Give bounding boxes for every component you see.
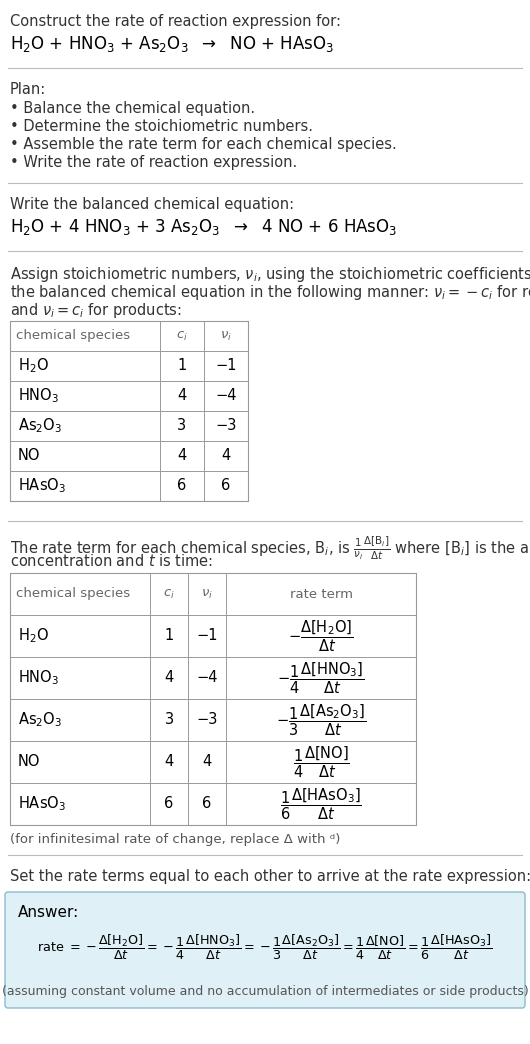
- Text: 1: 1: [178, 358, 187, 374]
- Bar: [10, 573, 416, 825]
- Text: −1: −1: [215, 358, 237, 374]
- Text: chemical species: chemical species: [16, 588, 130, 600]
- Text: (for infinitesimal rate of change, replace Δ with ᵈ): (for infinitesimal rate of change, repla…: [10, 833, 340, 846]
- Text: 6: 6: [164, 797, 174, 811]
- Text: HNO$_3$: HNO$_3$: [18, 668, 59, 687]
- Text: −3: −3: [215, 419, 237, 433]
- Text: 6: 6: [202, 797, 211, 811]
- Text: and $\nu_i = c_i$ for products:: and $\nu_i = c_i$ for products:: [10, 301, 182, 321]
- Text: Plan:: Plan:: [10, 82, 46, 97]
- Text: $-\dfrac{1}{3}\dfrac{\Delta[\mathrm{As_2O_3}]}{\Delta t}$: $-\dfrac{1}{3}\dfrac{\Delta[\mathrm{As_2…: [276, 703, 366, 738]
- Text: • Determine the stoichiometric numbers.: • Determine the stoichiometric numbers.: [10, 119, 313, 134]
- Text: NO: NO: [18, 449, 40, 464]
- Text: 6: 6: [222, 478, 231, 494]
- Text: 4: 4: [164, 670, 174, 686]
- Text: H$_2$O + 4 HNO$_3$ + 3 As$_2$O$_3$  $\rightarrow$  4 NO + 6 HAsO$_3$: H$_2$O + 4 HNO$_3$ + 3 As$_2$O$_3$ $\rig…: [10, 217, 398, 237]
- Text: 4: 4: [178, 388, 187, 403]
- Text: chemical species: chemical species: [16, 330, 130, 342]
- Text: Assign stoichiometric numbers, $\nu_i$, using the stoichiometric coefficients, $: Assign stoichiometric numbers, $\nu_i$, …: [10, 265, 530, 284]
- Text: $c_i$: $c_i$: [176, 330, 188, 342]
- Text: Construct the rate of reaction expression for:: Construct the rate of reaction expressio…: [10, 14, 341, 29]
- Text: $\nu_i$: $\nu_i$: [201, 588, 213, 600]
- Text: rate term: rate term: [289, 588, 352, 600]
- Text: H$_2$O + HNO$_3$ + As$_2$O$_3$  $\rightarrow$  NO + HAsO$_3$: H$_2$O + HNO$_3$ + As$_2$O$_3$ $\rightar…: [10, 34, 334, 54]
- Text: $-\dfrac{1}{4}\dfrac{\Delta[\mathrm{HNO_3}]}{\Delta t}$: $-\dfrac{1}{4}\dfrac{\Delta[\mathrm{HNO_…: [277, 660, 365, 695]
- Text: • Assemble the rate term for each chemical species.: • Assemble the rate term for each chemic…: [10, 137, 397, 152]
- Text: 4: 4: [178, 449, 187, 464]
- Text: 1: 1: [164, 628, 174, 643]
- Text: (assuming constant volume and no accumulation of intermediates or side products): (assuming constant volume and no accumul…: [2, 984, 528, 998]
- Text: 3: 3: [164, 712, 173, 728]
- Text: $\nu_i$: $\nu_i$: [220, 330, 232, 342]
- Text: the balanced chemical equation in the following manner: $\nu_i = -c_i$ for react: the balanced chemical equation in the fo…: [10, 283, 530, 302]
- Text: −1: −1: [196, 628, 218, 643]
- Text: • Write the rate of reaction expression.: • Write the rate of reaction expression.: [10, 155, 297, 170]
- Text: H$_2$O: H$_2$O: [18, 626, 49, 645]
- Text: 6: 6: [178, 478, 187, 494]
- Text: H$_2$O: H$_2$O: [18, 357, 49, 376]
- Text: 4: 4: [222, 449, 231, 464]
- Text: 3: 3: [178, 419, 187, 433]
- Text: As$_2$O$_3$: As$_2$O$_3$: [18, 711, 62, 730]
- Text: −4: −4: [196, 670, 218, 686]
- Text: −4: −4: [215, 388, 237, 403]
- Text: $c_i$: $c_i$: [163, 588, 175, 600]
- Text: 4: 4: [164, 755, 174, 769]
- Text: $\dfrac{1}{4}\dfrac{\Delta[\mathrm{NO}]}{\Delta t}$: $\dfrac{1}{4}\dfrac{\Delta[\mathrm{NO}]}…: [293, 744, 349, 780]
- Text: 4: 4: [202, 755, 211, 769]
- Text: $-\dfrac{\Delta[\mathrm{H_2O}]}{\Delta t}$: $-\dfrac{\Delta[\mathrm{H_2O}]}{\Delta t…: [288, 618, 354, 654]
- Text: HNO$_3$: HNO$_3$: [18, 386, 59, 405]
- Text: HAsO$_3$: HAsO$_3$: [18, 794, 66, 813]
- Text: NO: NO: [18, 755, 40, 769]
- Text: HAsO$_3$: HAsO$_3$: [18, 477, 66, 495]
- Bar: [10, 321, 248, 501]
- Text: The rate term for each chemical species, B$_i$, is $\frac{1}{\nu_i}\frac{\Delta[: The rate term for each chemical species,…: [10, 535, 530, 563]
- Text: Set the rate terms equal to each other to arrive at the rate expression:: Set the rate terms equal to each other t…: [10, 869, 530, 884]
- Text: concentration and $t$ is time:: concentration and $t$ is time:: [10, 553, 213, 569]
- Text: Write the balanced chemical equation:: Write the balanced chemical equation:: [10, 197, 294, 212]
- Text: −3: −3: [196, 712, 218, 728]
- Text: • Balance the chemical equation.: • Balance the chemical equation.: [10, 101, 255, 116]
- Text: Answer:: Answer:: [18, 905, 80, 920]
- Text: As$_2$O$_3$: As$_2$O$_3$: [18, 417, 62, 435]
- Text: $\dfrac{1}{6}\dfrac{\Delta[\mathrm{HAsO_3}]}{\Delta t}$: $\dfrac{1}{6}\dfrac{\Delta[\mathrm{HAsO_…: [280, 786, 362, 822]
- FancyBboxPatch shape: [5, 892, 525, 1009]
- Text: rate $= -\dfrac{\Delta[\mathrm{H_2O}]}{\Delta t} = -\dfrac{1}{4}\dfrac{\Delta[\m: rate $= -\dfrac{\Delta[\mathrm{H_2O}]}{\…: [38, 933, 492, 963]
